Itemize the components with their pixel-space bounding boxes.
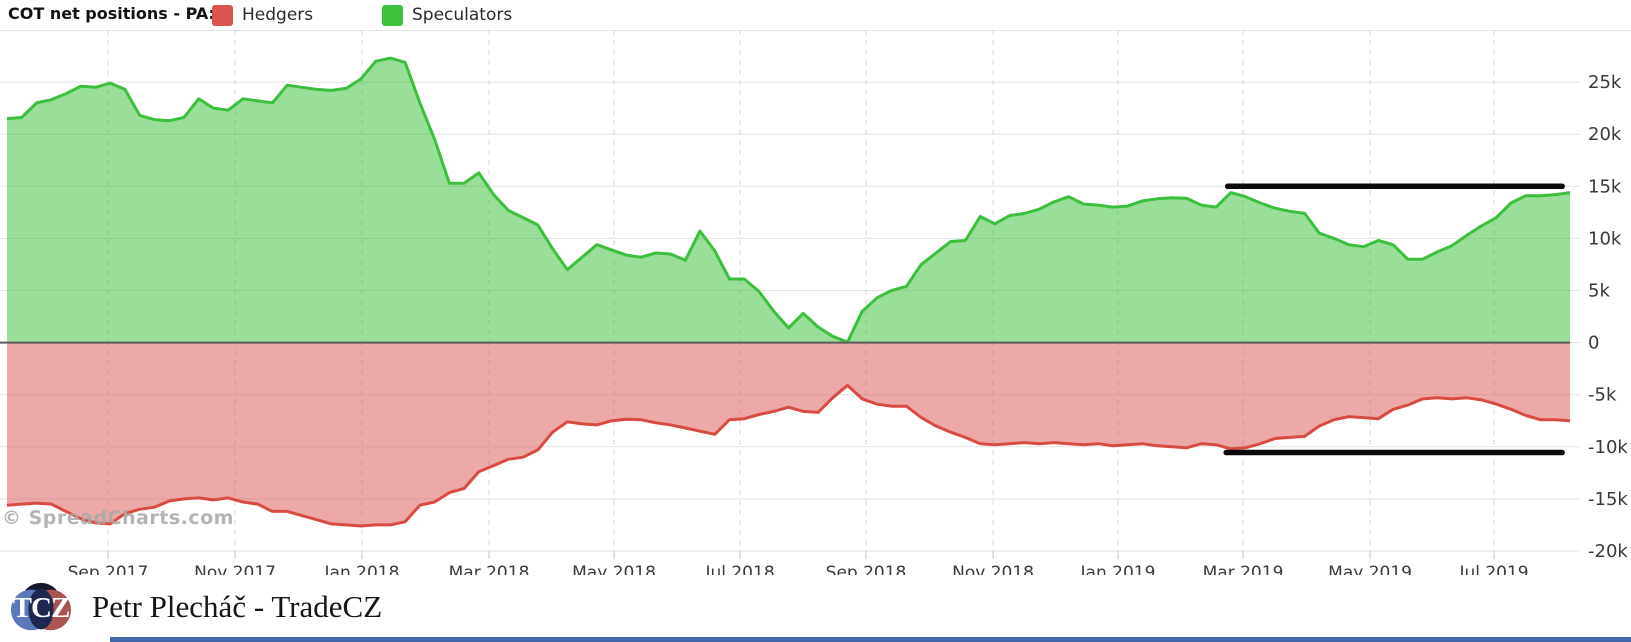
y-axis-label: -15k (1588, 489, 1628, 510)
chart-area[interactable]: 25k 20k 15k 10k 5k 0 -5k -10k -15k -20k Sep 2017 No… (0, 30, 1631, 583)
x-axis-label: Jan 2019 (1080, 563, 1156, 575)
legend-item-hedgers[interactable]: Hedgers (212, 2, 313, 28)
x-axis-label: Mar 2019 (1203, 563, 1284, 575)
y-axis-label: 5k (1588, 281, 1610, 302)
y-axis-label: 10k (1588, 228, 1622, 249)
x-axis-label: May 2019 (1328, 563, 1412, 575)
x-axis-label: Mar 2018 (449, 563, 530, 575)
x-axis-label: Sep 2017 (68, 563, 149, 575)
x-axis-label: Jan 2018 (324, 563, 400, 575)
cot-area-chart-svg[interactable]: 25k 20k 15k 10k 5k 0 -5k -10k -15k -20k Sep 2017 No… (0, 30, 1631, 583)
x-axis-label: Nov 2017 (194, 563, 276, 575)
x-axis-label: Nov 2018 (952, 563, 1034, 575)
y-axis-label: -20k (1588, 541, 1628, 562)
y-axis-label: 15k (1588, 176, 1622, 197)
tradecz-logo-icon (10, 582, 72, 631)
y-axis-label: 20k (1588, 124, 1622, 145)
speculators-legend-label: Speculators (412, 5, 513, 25)
hedgers-line (6, 383, 1571, 528)
brand-text: Petr Plecháč - TradeCZ (92, 589, 383, 624)
x-axis-label: Sep 2018 (826, 563, 907, 575)
y-axis-label: 0 (1588, 333, 1599, 354)
y-axis-label: -5k (1588, 385, 1617, 406)
x-axis-label: May 2018 (572, 563, 656, 575)
y-axis-label: 25k (1588, 72, 1622, 93)
spreadcharts-watermark: © SpreadCharts.com (2, 507, 234, 529)
speculators-swatch-icon (382, 4, 403, 26)
chart-title: COT net positions - PA: (8, 4, 215, 23)
footer: TCZ Petr Plecháč - TradeCZ (0, 575, 1631, 642)
tradecz-logo[interactable]: TCZ (10, 577, 72, 639)
hedgers-legend-label: Hedgers (242, 5, 314, 25)
bottom-blue-bar (110, 637, 1631, 642)
x-axis-label: Jul 2018 (704, 563, 774, 575)
speculators-line (6, 56, 1571, 344)
y-axis-label: -10k (1588, 437, 1628, 458)
chart-header: COT net positions - PA: Hedgers Speculat… (0, 0, 1631, 31)
x-axis-label: Jul 2019 (1458, 563, 1528, 575)
logo-text: TCZ (12, 592, 71, 624)
hedgers-area (7, 342, 1570, 526)
hedgers-swatch-icon (212, 4, 233, 26)
legend-item-speculators[interactable]: Speculators (382, 2, 512, 28)
speculators-area (7, 58, 1570, 343)
